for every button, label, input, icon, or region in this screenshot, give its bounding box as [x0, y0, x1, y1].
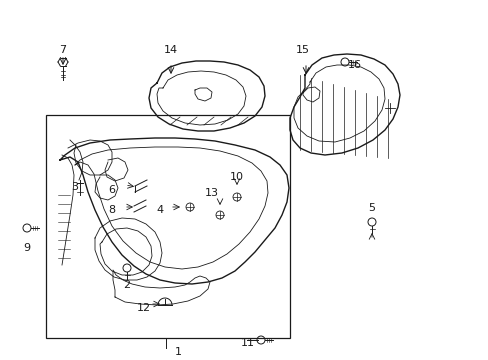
Text: 16: 16 [347, 60, 361, 70]
Text: 4: 4 [156, 205, 163, 215]
Text: 8: 8 [108, 205, 115, 215]
Text: 5: 5 [368, 203, 375, 213]
Text: 11: 11 [241, 338, 254, 348]
Text: 3: 3 [71, 182, 79, 192]
Text: 10: 10 [229, 172, 244, 182]
Bar [46, 115, 289, 338]
Text: 12: 12 [137, 303, 151, 313]
Text: 9: 9 [23, 243, 30, 253]
Text: 1: 1 [174, 347, 181, 357]
Text: 2: 2 [123, 280, 130, 290]
Text: 15: 15 [295, 45, 309, 55]
Text: 13: 13 [204, 188, 219, 198]
Text: 7: 7 [60, 45, 66, 55]
Text: 14: 14 [163, 45, 178, 55]
Text: 6: 6 [108, 185, 115, 195]
